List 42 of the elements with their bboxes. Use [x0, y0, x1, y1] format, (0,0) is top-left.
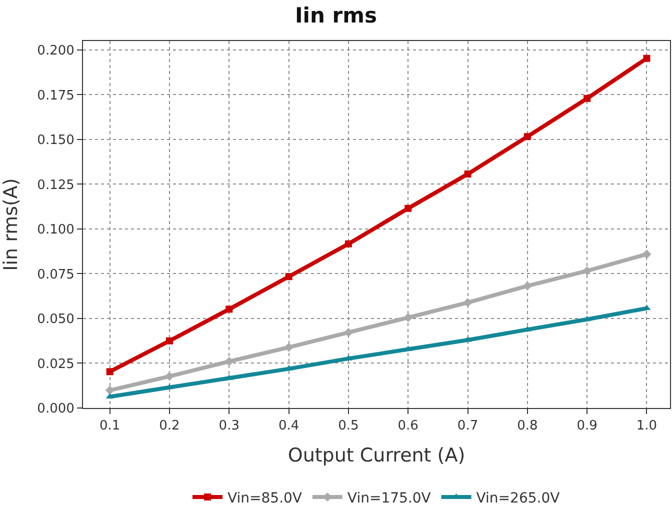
point — [522, 281, 532, 290]
y-tick-label: 0.175 — [37, 88, 74, 104]
x-tick-label: 0.7 — [457, 418, 478, 434]
point — [582, 266, 592, 276]
point — [344, 328, 354, 337]
y-tick-label: 0.025 — [37, 356, 74, 372]
x-tick-label: 0.8 — [517, 418, 538, 434]
x-tick-label: 0.5 — [338, 418, 359, 434]
point — [463, 298, 472, 308]
point — [642, 250, 652, 259]
y-tick-label: 0.075 — [37, 267, 74, 282]
x-tick-label: 0.2 — [159, 418, 180, 434]
x-tick-label: 0.9 — [576, 418, 598, 434]
point — [464, 170, 472, 178]
point — [344, 240, 352, 248]
point — [164, 372, 174, 381]
legend-label: Vin=175.0V — [347, 490, 432, 506]
y-tick-label: 0.050 — [37, 312, 74, 328]
x-tick-label: 0.3 — [218, 418, 240, 434]
y-tick-label: 0.125 — [37, 178, 74, 193]
point — [404, 313, 413, 322]
y-tick-label: 0.200 — [37, 44, 74, 58]
y-tick-label: 0.000 — [37, 402, 74, 417]
point — [524, 133, 531, 140]
chart-title: Iin rms — [294, 3, 378, 28]
legend-label: Vin=85.0V — [228, 490, 302, 506]
x-tick-label: 0.1 — [99, 418, 120, 434]
point — [584, 94, 591, 102]
y-tick-label: 0.150 — [37, 133, 74, 148]
x-axis-title: Output Current (A) — [288, 444, 466, 466]
y-tick-label: 0.100 — [37, 222, 74, 238]
point — [643, 54, 650, 62]
point — [285, 273, 292, 280]
x-tick-label: 1.0 — [636, 418, 658, 434]
point — [166, 337, 173, 344]
y-axis-title: Iin rms(A) — [0, 178, 22, 271]
legend-label: Vin=265.0V — [476, 490, 560, 506]
point — [226, 306, 233, 313]
x-tick-label: 0.6 — [398, 418, 418, 434]
point — [106, 368, 114, 376]
point — [404, 204, 412, 212]
x-tick-label: 0.4 — [278, 418, 300, 434]
